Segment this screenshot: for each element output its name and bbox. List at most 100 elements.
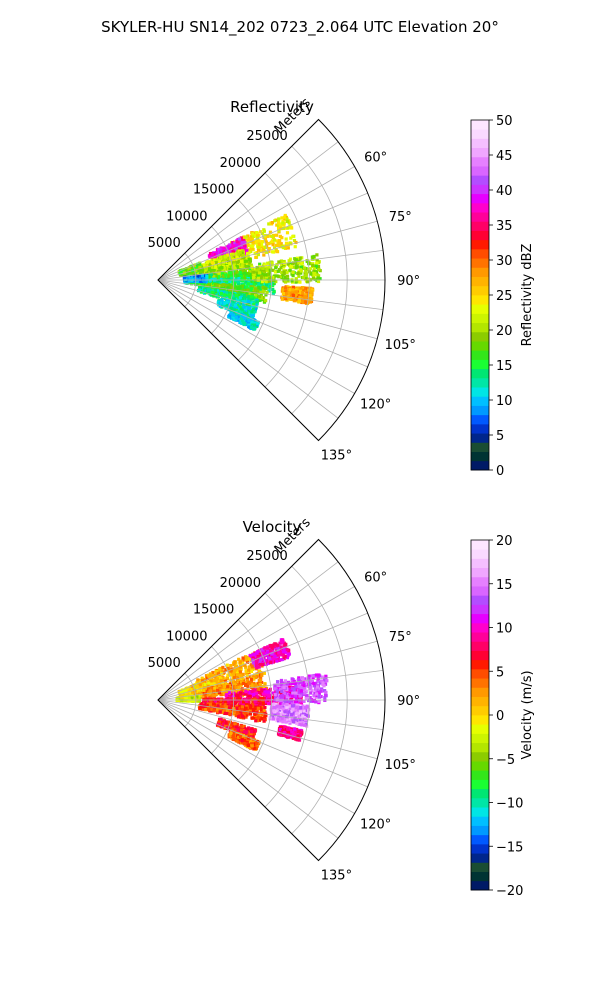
colorbar-swatch [471,451,489,462]
echo-gate [220,283,224,287]
echo-gate [218,281,222,285]
colorbar-swatch [471,368,489,379]
echo-gate [210,291,214,295]
echo-gate [286,262,290,266]
echo-gate [189,276,193,281]
echo-gate [247,680,251,684]
echo-gate [223,249,227,253]
echo-gate [231,294,235,298]
echo-gate [283,213,287,218]
echo-gate [262,671,266,675]
echo-gate [230,306,234,310]
azimuth-spoke [157,279,339,419]
echo-gate [266,661,270,665]
echo-gate [268,687,273,691]
echo-gate [294,240,298,245]
echo-gate [208,672,213,676]
echo-gate [253,308,258,312]
echo-gate [246,688,250,692]
echo-gate [264,240,268,244]
echo-gate [259,276,263,281]
echo-gate [242,293,247,298]
colorbar-swatch [471,285,489,296]
echo-gate [236,667,240,671]
echo-gate [250,301,254,305]
echo-gate [281,650,285,654]
echo-gate [291,274,295,278]
echo-gate [278,641,282,645]
echo-gate [287,296,291,300]
echo-gate [310,255,314,259]
echo-gate [242,244,247,248]
colorbar-swatch [471,341,489,351]
echo-gate [290,279,294,283]
echo-gate [286,277,290,282]
echo-gate [224,273,228,277]
echo-gate [255,230,259,235]
echo-gate [252,681,256,685]
echo-gate [273,644,277,649]
echo-gate [288,241,292,245]
echo-gate [225,663,229,667]
echo-gate [254,655,258,659]
echo-gate [209,695,213,699]
echo-gate [276,643,280,647]
echo-gate [256,248,261,252]
echo-gate [277,275,281,279]
echo-gate [247,657,252,661]
echo-gate [227,277,231,281]
echo-gate [249,282,253,287]
echo-gate [310,290,314,294]
echo-gate [264,298,268,303]
echo-gate [235,256,240,260]
echo-gate [202,282,206,286]
echo-gate [226,684,230,688]
colorbar-tick-label: 25 [496,289,513,304]
echo-gate [258,679,262,683]
echo-gate [250,293,254,297]
echo-gate [260,673,264,677]
echo-gate [239,675,244,679]
echo-gate [209,682,214,686]
echo-gate [298,280,302,284]
echo-gate [303,289,307,293]
echo-gate [223,251,227,256]
echo-gate [249,325,254,329]
echo-gate [314,270,319,274]
echo-gate [213,674,217,678]
echo-gate [289,291,293,295]
echo-gate [204,267,209,271]
echo-gate [230,277,234,281]
echo-gate [245,248,249,252]
echo-gate [299,265,304,269]
echo-gate [266,690,270,694]
echo-gate [220,265,224,270]
echo-gate [196,264,200,268]
echo-gate [220,298,224,302]
echo-gate [245,292,249,296]
echo-gate [315,261,319,265]
echo-gate [275,653,279,657]
echo-gate [202,283,206,288]
echo-gate [215,253,219,257]
echo-gate [249,295,253,299]
echo-cell [248,638,291,670]
echo-gate [245,660,250,664]
echo-gate [221,688,225,692]
echo-gate [210,673,215,678]
reflectivity-panel: Reflectivity500010000150002000025000Mete… [148,95,535,479]
echo-gate [249,692,253,697]
colorbar-swatch [471,350,489,360]
echo-gate [265,267,269,271]
echo-gate [294,292,298,297]
echo-gate [256,252,260,257]
echo-gate [297,274,301,278]
echo-gate [236,297,240,302]
colorbar-tick-label: 20 [496,324,513,339]
echo-gate [305,259,309,264]
echo-gate [285,292,289,296]
echo-gate [215,284,219,288]
echo-gate [235,260,239,264]
echo-gate [277,658,281,663]
